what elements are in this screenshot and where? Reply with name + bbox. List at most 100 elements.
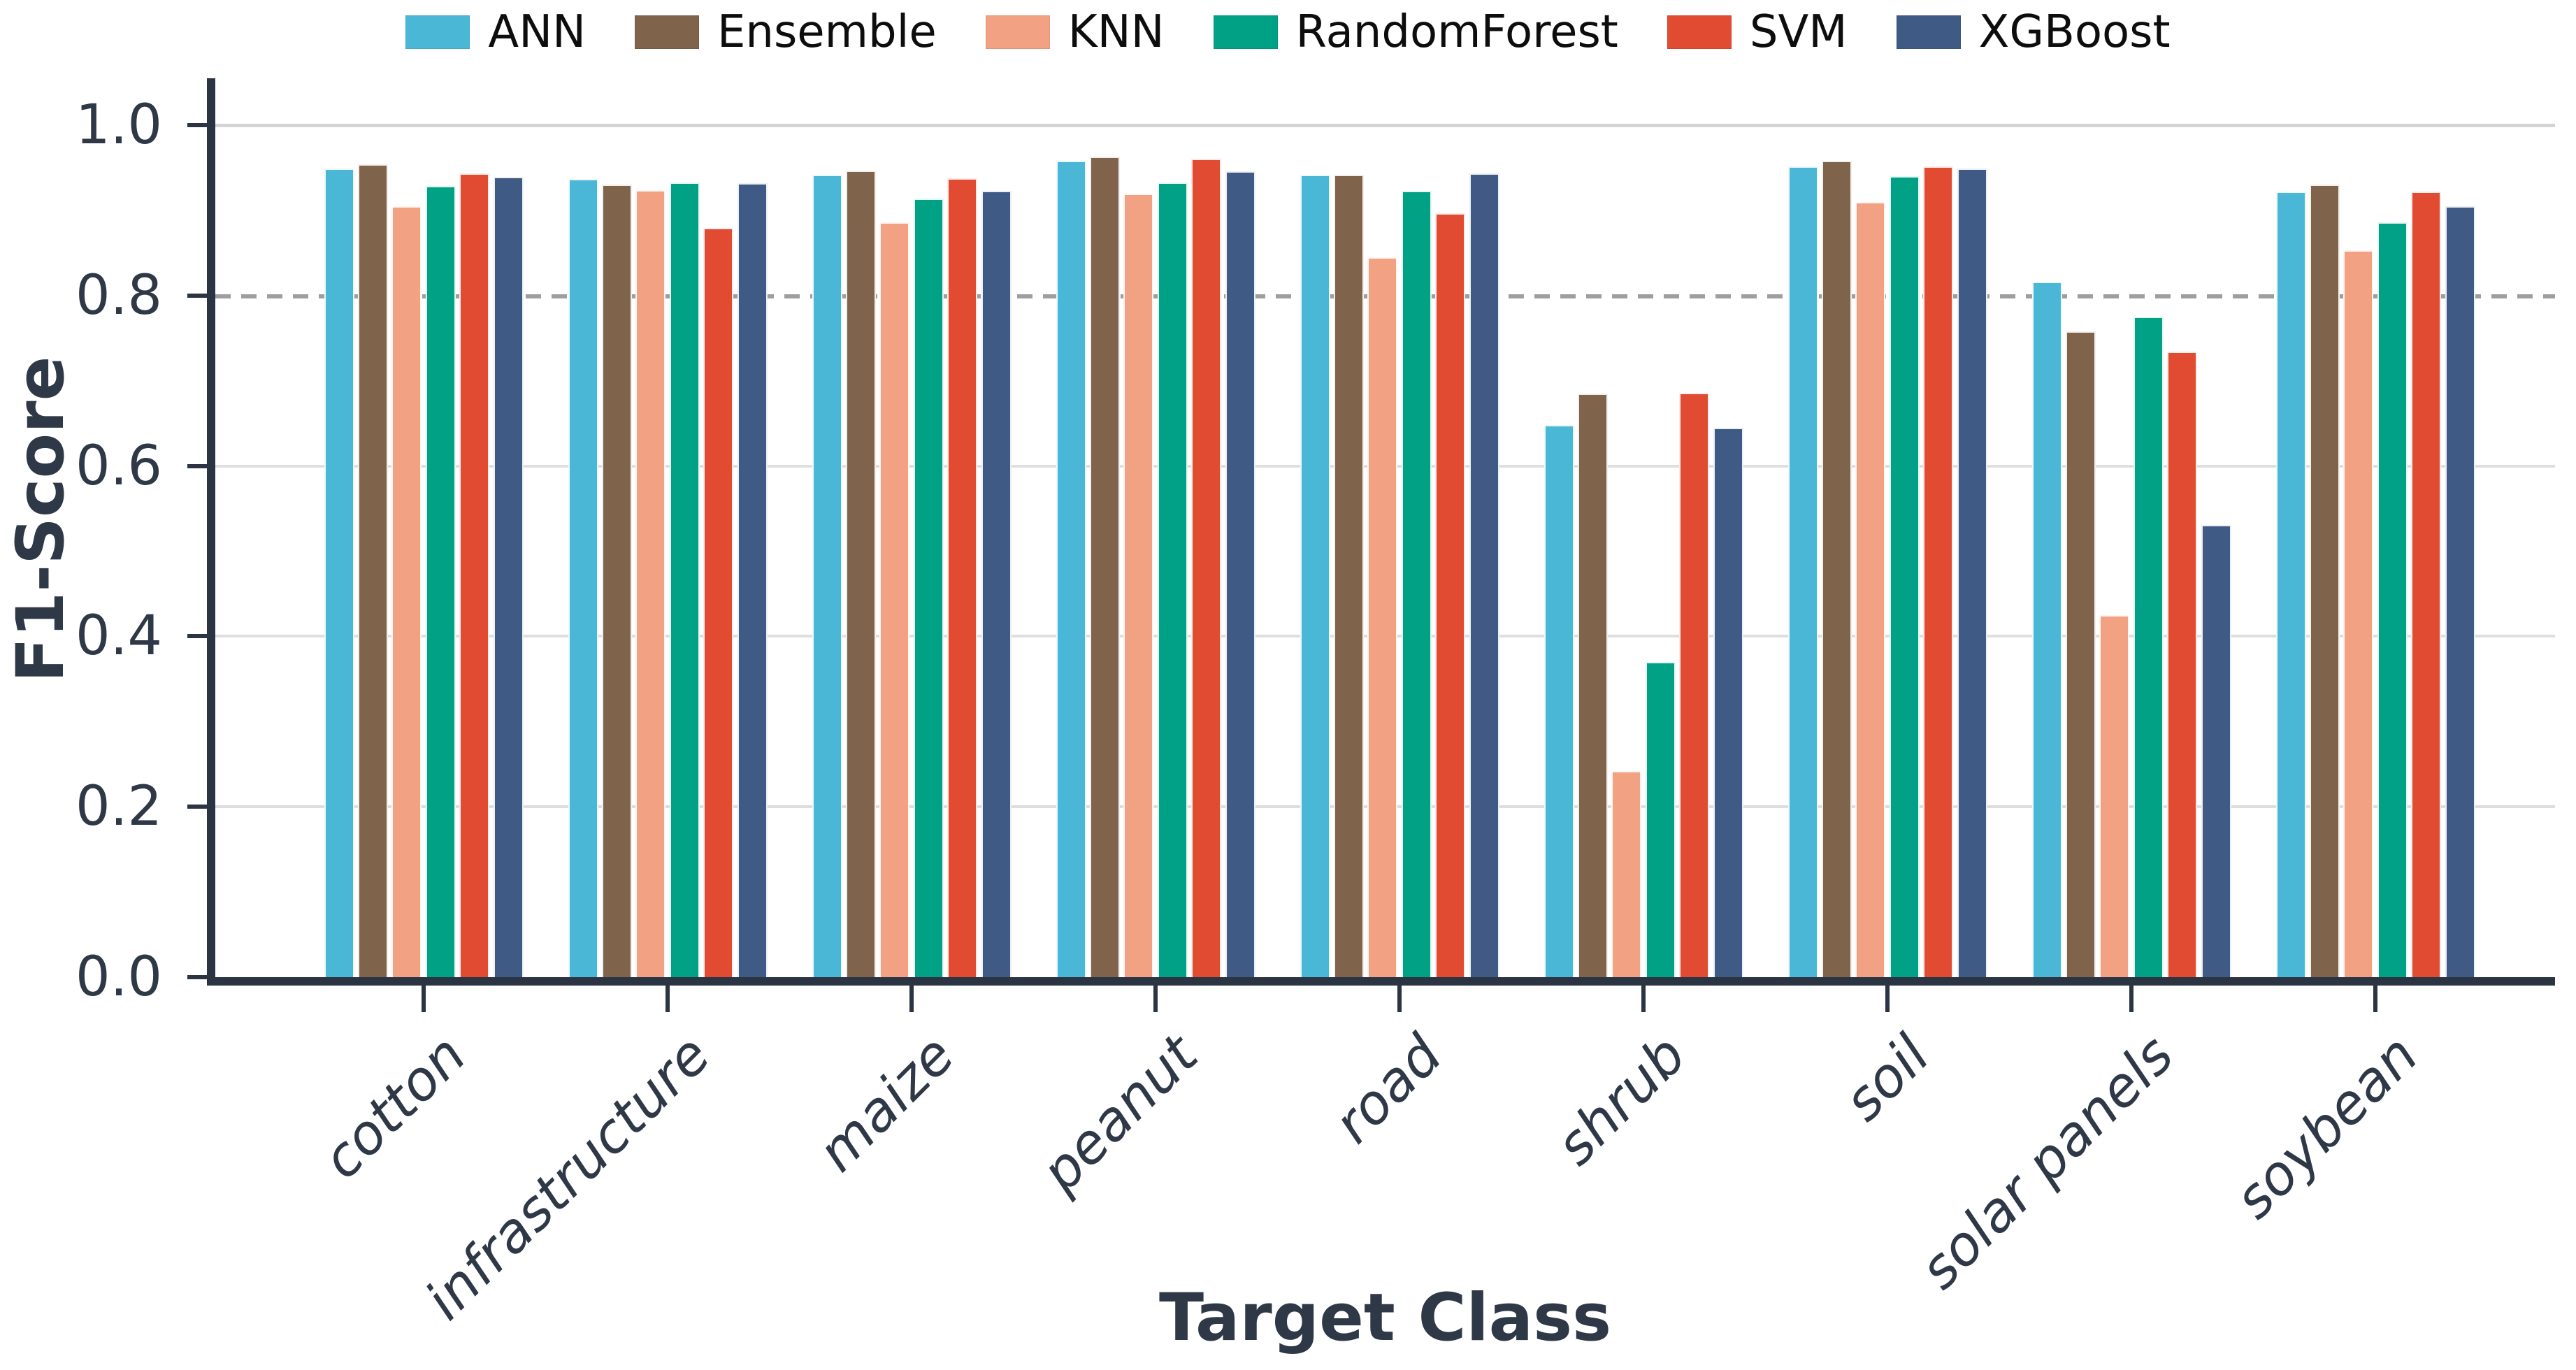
bar-ann-maize — [812, 174, 842, 977]
y-axis-spine — [207, 78, 215, 986]
bar-svm-shrub — [1679, 392, 1710, 977]
x-tick — [1641, 986, 1646, 1012]
bar-xgboost-shrub — [1713, 427, 1743, 977]
x-tick-label-cotton: cotton — [310, 1023, 479, 1192]
bar-ensemble-solar-panels — [2065, 331, 2096, 977]
y-tick-label: 0.4 — [75, 605, 162, 668]
bar-svm-infrastructure — [703, 228, 734, 977]
bar-knn-soybean — [2343, 250, 2374, 977]
bar-xgboost-infrastructure — [737, 182, 768, 977]
x-axis-title: Target Class — [1158, 1280, 1612, 1356]
bar-svm-cotton — [459, 173, 490, 977]
bar-ensemble-road — [1333, 174, 1364, 977]
bar-randomforest-soybean — [2377, 222, 2408, 977]
bar-knn-shrub — [1611, 771, 1642, 977]
ann-color-swatch-icon — [405, 15, 470, 49]
y-tick — [187, 634, 207, 639]
bar-svm-soil — [1923, 166, 1954, 977]
bar-svm-peanut — [1191, 158, 1222, 977]
bar-randomforest-road — [1401, 190, 1432, 977]
x-tick — [422, 986, 426, 1012]
x-tick — [665, 986, 670, 1012]
bar-svm-solar-panels — [2167, 352, 2198, 977]
bar-xgboost-peanut — [1225, 171, 1255, 977]
bar-randomforest-cotton — [425, 185, 456, 977]
bar-ensemble-cotton — [357, 164, 388, 977]
x-tick-label-road: road — [1322, 1023, 1455, 1156]
y-tick — [187, 463, 207, 468]
bar-ann-soil — [1787, 166, 1818, 977]
randomforest-color-swatch-icon — [1213, 15, 1278, 49]
legend-label: SVM — [1749, 6, 1848, 58]
x-tick-label-maize: maize — [805, 1023, 967, 1184]
x-axis-spine — [207, 977, 2555, 986]
bar-knn-peanut — [1123, 193, 1154, 977]
bar-knn-road — [1367, 257, 1398, 977]
bar-svm-maize — [947, 178, 978, 977]
x-tick-label-soybean: soybean — [2222, 1023, 2431, 1231]
y-tick-label: 0.6 — [75, 434, 162, 498]
bar-knn-solar-panels — [2099, 614, 2130, 977]
bar-xgboost-maize — [981, 190, 1012, 977]
x-tick-label-peanut: peanut — [1030, 1023, 1211, 1204]
y-tick-label: 0.2 — [75, 775, 162, 839]
bar-xgboost-road — [1469, 173, 1499, 977]
bar-ensemble-soil — [1821, 161, 1852, 977]
gridline-1.0 — [215, 124, 2555, 127]
bar-randomforest-shrub — [1645, 661, 1676, 977]
bar-ann-road — [1300, 174, 1330, 977]
legend-item-ensemble: Ensemble — [634, 6, 937, 58]
bar-ensemble-soybean — [2309, 185, 2340, 977]
bar-ann-shrub — [1544, 425, 1574, 977]
x-tick-label-shrub: shrub — [1544, 1023, 1699, 1178]
legend-label: XGBoost — [1978, 6, 2171, 58]
bar-xgboost-cotton — [493, 177, 524, 977]
legend-label: ANN — [488, 6, 586, 58]
bar-randomforest-peanut — [1157, 182, 1188, 977]
x-tick — [1153, 986, 1158, 1012]
y-tick — [187, 293, 207, 298]
bar-xgboost-soil — [1957, 168, 1987, 977]
x-tick — [2373, 986, 2377, 1012]
legend-label: RandomForest — [1295, 6, 1618, 58]
bar-ann-infrastructure — [568, 178, 598, 977]
x-tick-label-solar-panels: solar panels — [1908, 1023, 2187, 1302]
x-tick — [909, 986, 914, 1012]
bar-ann-soybean — [2275, 192, 2306, 977]
svm-color-swatch-icon — [1667, 15, 1732, 49]
legend-label: Ensemble — [717, 6, 937, 58]
y-tick-label: 1.0 — [75, 94, 162, 157]
y-tick-label: 0.8 — [75, 264, 162, 327]
ensemble-color-swatch-icon — [634, 15, 699, 49]
bar-randomforest-infrastructure — [669, 182, 700, 977]
legend-item-ann: ANN — [405, 10, 586, 55]
bar-ensemble-shrub — [1577, 393, 1608, 977]
y-tick — [187, 123, 207, 127]
bar-randomforest-maize — [913, 198, 944, 977]
legend-label: KNN — [1067, 6, 1165, 58]
bar-xgboost-solar-panels — [2201, 524, 2231, 977]
bar-ensemble-maize — [845, 170, 876, 977]
knn-color-swatch-icon — [985, 15, 1050, 49]
x-tick-label-soil: soil — [1832, 1023, 1943, 1134]
y-tick — [187, 805, 207, 809]
bar-knn-cotton — [391, 206, 422, 977]
bar-ann-cotton — [324, 168, 354, 977]
bar-knn-soil — [1855, 201, 1886, 977]
legend-item-xgboost: XGBoost — [1896, 6, 2171, 58]
x-tick — [1885, 986, 1890, 1012]
bar-knn-maize — [879, 222, 910, 977]
bar-randomforest-soil — [1889, 176, 1920, 977]
bar-randomforest-solar-panels — [2133, 317, 2164, 977]
y-tick — [187, 975, 207, 979]
xgboost-color-swatch-icon — [1896, 15, 1961, 49]
y-tick-label: 0.0 — [75, 946, 162, 1009]
bar-xgboost-soybean — [2445, 206, 2475, 977]
legend-item-randomforest: RandomForest — [1213, 6, 1618, 58]
legend-item-knn: KNN — [985, 6, 1165, 58]
bar-svm-road — [1435, 212, 1466, 977]
bar-ann-peanut — [1056, 161, 1086, 977]
bar-ensemble-peanut — [1089, 157, 1120, 977]
